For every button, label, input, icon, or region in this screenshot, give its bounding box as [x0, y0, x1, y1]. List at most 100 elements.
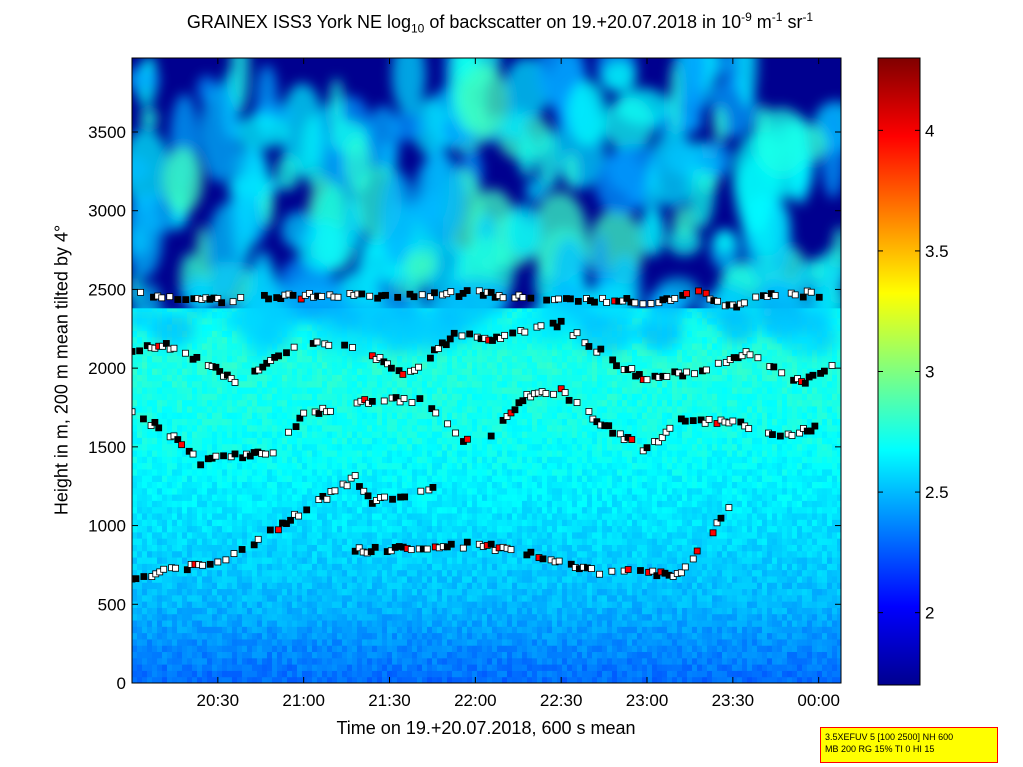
- heatmap-cell: [192, 494, 198, 501]
- heatmap-cell: [687, 475, 693, 482]
- heatmap-cell: [667, 500, 673, 508]
- heatmap-cell: [592, 651, 598, 659]
- heatmap-cell: [377, 645, 383, 653]
- heatmap-cell: [352, 582, 358, 590]
- heatmap-cell: [402, 594, 408, 602]
- heatmap-cell: [702, 645, 708, 653]
- heatmap-cell: [747, 670, 753, 678]
- heatmap-cell: [727, 531, 733, 539]
- heatmap-cell: [212, 657, 218, 665]
- heatmap-cell: [217, 563, 223, 571]
- heatmap-cell: [147, 512, 153, 520]
- heatmap-cell: [212, 468, 218, 476]
- heatmap-cell: [792, 588, 798, 596]
- heatmap-cell: [832, 575, 838, 583]
- heatmap-cell: [707, 506, 713, 514]
- heatmap-cell: [757, 582, 763, 590]
- heatmap-cell: [547, 500, 553, 508]
- heatmap-cell: [272, 512, 278, 520]
- heatmap-cell: [272, 638, 278, 646]
- heatmap-cell: [552, 544, 558, 552]
- heatmap-cell: [282, 626, 288, 634]
- heatmap-cell: [512, 601, 518, 608]
- heatmap-cell: [172, 638, 178, 646]
- heatmap-cell: [177, 670, 183, 678]
- heatmap-cell: [457, 531, 463, 539]
- heatmap-cell: [527, 582, 533, 590]
- heatmap-cell: [822, 569, 828, 577]
- heatmap-cell: [557, 582, 563, 590]
- heatmap-cell: [837, 670, 841, 678]
- heatmap-cell: [837, 626, 841, 634]
- heatmap-cell: [187, 456, 193, 464]
- heatmap-cell: [192, 525, 198, 533]
- heatmap-cell: [617, 525, 623, 533]
- heatmap-cell: [202, 626, 208, 634]
- heatmap-cell: [717, 538, 723, 545]
- heatmap-cell: [702, 512, 708, 520]
- heatmap-cell: [807, 487, 813, 495]
- heatmap-cell: [407, 664, 413, 671]
- heatmap-cell: [487, 657, 493, 665]
- heatmap-cell: [687, 638, 693, 646]
- heatmap-cell: [402, 525, 408, 533]
- heatmap-cell: [762, 481, 768, 489]
- heatmap-cell: [702, 632, 708, 640]
- heatmap-cell: [307, 676, 313, 683]
- heatmap-cell: [797, 607, 803, 615]
- heatmap-cell: [487, 525, 493, 533]
- heatmap-cell: [772, 481, 778, 489]
- heatmap-cell: [517, 544, 523, 552]
- heatmap-cell: [727, 475, 733, 482]
- heatmap-cell: [702, 607, 708, 615]
- heatmap-cell: [272, 525, 278, 533]
- heatmap-cell: [382, 626, 388, 634]
- heatmap-cell: [647, 550, 653, 558]
- heatmap-cell: [427, 620, 433, 627]
- heatmap-cell: [587, 538, 593, 545]
- heatmap-cell: [157, 538, 163, 545]
- heatmap-cell: [162, 651, 168, 659]
- heatmap-cell: [802, 468, 808, 476]
- heatmap-cell: [677, 494, 683, 501]
- heatmap-cell: [697, 620, 703, 627]
- heatmap-cell: [182, 512, 188, 520]
- heatmap-cell: [302, 563, 308, 571]
- heatmap-cell: [772, 462, 778, 470]
- heatmap-cell: [612, 531, 618, 539]
- heatmap-cell: [477, 557, 483, 564]
- heatmap-cell: [172, 500, 178, 508]
- heatmap-cell: [142, 651, 148, 659]
- heatmap-cell: [832, 613, 838, 621]
- heatmap-cell: [507, 613, 513, 621]
- heatmap-cell: [222, 544, 228, 552]
- heatmap-cell: [672, 638, 678, 646]
- heatmap-cell: [782, 544, 788, 552]
- heatmap-cell: [767, 657, 773, 665]
- heatmap-cell: [197, 620, 203, 627]
- heatmap-cell: [597, 601, 603, 608]
- heatmap-cell: [677, 670, 683, 678]
- heatmap-cell: [257, 569, 263, 577]
- heatmap-cell: [557, 626, 563, 634]
- heatmap-cell: [317, 626, 323, 634]
- heatmap-cell: [577, 651, 583, 659]
- heatmap-cell: [172, 594, 178, 602]
- heatmap-cell: [642, 607, 648, 615]
- heatmap-cell: [672, 670, 678, 678]
- heatmap-cell: [832, 651, 838, 659]
- heatmap-cell: [422, 550, 428, 558]
- heatmap-cell: [257, 632, 263, 640]
- heatmap-cell: [267, 664, 273, 671]
- heatmap-cell: [422, 582, 428, 590]
- heatmap-cell: [282, 506, 288, 514]
- heatmap-cell: [732, 651, 738, 659]
- heatmap-cell: [667, 582, 673, 590]
- heatmap-cell: [422, 525, 428, 533]
- heatmap-cell: [512, 664, 518, 671]
- heatmap-cell: [507, 500, 513, 508]
- heatmap-cell: [472, 607, 478, 615]
- heatmap-cell: [287, 569, 293, 577]
- heatmap-cell: [212, 462, 218, 470]
- heatmap-cell: [702, 569, 708, 577]
